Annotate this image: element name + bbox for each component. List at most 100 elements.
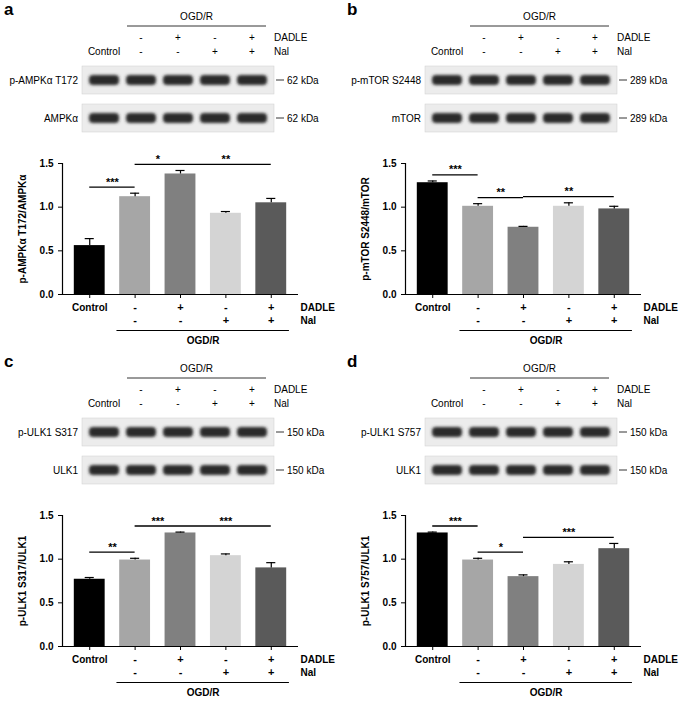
svg-text:+: + (212, 46, 218, 57)
svg-text:-: - (133, 314, 137, 326)
svg-text:-: - (224, 301, 228, 313)
svg-text:ULK1: ULK1 (53, 465, 78, 476)
svg-text:-: - (519, 398, 522, 409)
svg-text:-: - (213, 384, 216, 395)
svg-text:1.5: 1.5 (40, 510, 54, 521)
svg-text:OGD/R: OGD/R (180, 363, 213, 374)
svg-text:-: - (522, 666, 526, 678)
svg-text:-: - (482, 46, 485, 57)
svg-text:Control: Control (88, 398, 120, 409)
svg-text:p-mTOR S2448/mTOR: p-mTOR S2448/mTOR (360, 176, 371, 280)
svg-text:+: + (520, 301, 526, 313)
svg-text:**: ** (565, 185, 574, 197)
svg-text:DADLE: DADLE (617, 32, 651, 43)
svg-text:+: + (555, 46, 561, 57)
svg-text:-: - (556, 384, 559, 395)
svg-text:-: - (522, 314, 526, 326)
svg-text:+: + (223, 666, 229, 678)
svg-text:OGD/R: OGD/R (187, 687, 221, 698)
svg-text:-: - (519, 46, 522, 57)
svg-text:-: - (567, 301, 571, 313)
svg-text:-: - (139, 46, 142, 57)
svg-text:+: + (566, 314, 572, 326)
svg-text:-: - (476, 301, 480, 313)
svg-text:0.0: 0.0 (40, 641, 54, 652)
svg-text:Nal: Nal (617, 46, 632, 57)
svg-text:Nal: Nal (301, 667, 317, 678)
svg-text:OGD/R: OGD/R (187, 335, 221, 346)
svg-text:***: *** (151, 515, 165, 527)
svg-text:-: - (179, 314, 183, 326)
svg-text:-: - (476, 666, 480, 678)
svg-text:p-mTOR S2448: p-mTOR S2448 (351, 75, 421, 86)
svg-text:+: + (268, 301, 274, 313)
svg-text:-: - (176, 398, 179, 409)
svg-text:Control: Control (431, 46, 463, 57)
svg-text:Control: Control (72, 302, 108, 313)
svg-text:150 kDa: 150 kDa (630, 427, 668, 438)
svg-text:+: + (611, 666, 617, 678)
svg-text:-: - (476, 653, 480, 665)
svg-text:**: ** (222, 153, 231, 165)
svg-text:p-AMPKα T172: p-AMPKα T172 (9, 75, 78, 86)
svg-text:0.0: 0.0 (383, 289, 397, 300)
svg-text:Nal: Nal (274, 46, 289, 57)
svg-text:p-ULK1 S317/ULK1: p-ULK1 S317/ULK1 (17, 535, 28, 626)
svg-text:-: - (176, 46, 179, 57)
svg-text:mTOR: mTOR (392, 113, 421, 124)
svg-text:+: + (175, 32, 181, 43)
svg-text:-: - (139, 32, 142, 43)
svg-text:***: *** (106, 176, 120, 188)
svg-text:*: * (499, 541, 504, 553)
svg-text:1.0: 1.0 (383, 553, 397, 564)
svg-text:0.0: 0.0 (383, 641, 397, 652)
svg-text:Nal: Nal (644, 667, 660, 678)
svg-text:-: - (482, 398, 485, 409)
svg-text:+: + (268, 666, 274, 678)
svg-text:+: + (518, 32, 524, 43)
svg-text:Nal: Nal (274, 398, 289, 409)
svg-text:DADLE: DADLE (644, 302, 679, 313)
svg-text:-: - (139, 398, 142, 409)
svg-text:+: + (249, 398, 255, 409)
svg-text:+: + (249, 384, 255, 395)
svg-text:-: - (567, 653, 571, 665)
svg-text:OGD/R: OGD/R (530, 687, 564, 698)
svg-text:+: + (268, 653, 274, 665)
svg-text:1.0: 1.0 (40, 201, 54, 212)
svg-text:289 kDa: 289 kDa (630, 113, 668, 124)
svg-text:0.5: 0.5 (383, 245, 397, 256)
svg-text:DADLE: DADLE (274, 32, 308, 43)
svg-text:OGD/R: OGD/R (523, 363, 556, 374)
svg-text:+: + (566, 666, 572, 678)
svg-text:150 kDa: 150 kDa (630, 465, 668, 476)
svg-text:62 kDa: 62 kDa (287, 113, 319, 124)
svg-text:+: + (592, 398, 598, 409)
svg-text:-: - (179, 666, 183, 678)
svg-text:***: *** (449, 163, 463, 175)
svg-text:OGD/R: OGD/R (180, 11, 213, 22)
svg-text:1.0: 1.0 (40, 553, 54, 564)
svg-text:62 kDa: 62 kDa (287, 75, 319, 86)
svg-text:p-ULK1 S317: p-ULK1 S317 (18, 427, 78, 438)
svg-text:0.0: 0.0 (40, 289, 54, 300)
svg-text:-: - (139, 384, 142, 395)
svg-text:-: - (133, 666, 137, 678)
svg-text:0.5: 0.5 (40, 245, 54, 256)
svg-text:Control: Control (415, 654, 451, 665)
svg-text:+: + (223, 314, 229, 326)
svg-text:-: - (213, 32, 216, 43)
svg-text:p-ULK1 S757: p-ULK1 S757 (361, 427, 421, 438)
svg-text:1.5: 1.5 (383, 510, 397, 521)
svg-text:+: + (592, 384, 598, 395)
svg-text:+: + (249, 32, 255, 43)
svg-text:1.5: 1.5 (40, 158, 54, 169)
svg-text:-: - (133, 653, 137, 665)
svg-text:p-AMPKα T172/AMPKα: p-AMPKα T172/AMPKα (17, 174, 28, 284)
svg-text:+: + (212, 398, 218, 409)
svg-text:OGD/R: OGD/R (523, 11, 556, 22)
svg-text:Control: Control (431, 398, 463, 409)
svg-text:-: - (476, 314, 480, 326)
svg-text:Control: Control (88, 46, 120, 57)
svg-text:+: + (175, 384, 181, 395)
